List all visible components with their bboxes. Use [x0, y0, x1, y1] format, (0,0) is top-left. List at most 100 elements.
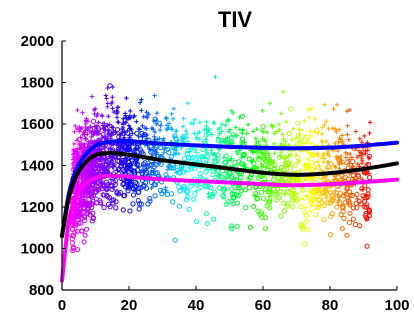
- scatter-point-circle: [314, 161, 320, 167]
- scatter-point-circle: [354, 205, 360, 211]
- scatter-point-circle: [241, 152, 247, 159]
- scatter-point-plus: [203, 123, 209, 129]
- scatter-point-circle: [325, 200, 331, 206]
- scatter-point-plus: [77, 209, 83, 214]
- scatter-point-circle: [70, 233, 77, 239]
- scatter-point-plus: [261, 129, 266, 134]
- scatter-point-plus: [109, 101, 114, 107]
- scatter-point-circle: [362, 183, 368, 189]
- y-tick-label: 800: [29, 282, 54, 299]
- scatter-point-plus: [274, 129, 280, 134]
- scatter-point-plus: [308, 208, 313, 214]
- scatter-point-plus: [357, 136, 363, 141]
- scatter-point-plus: [132, 158, 138, 164]
- scatter-point-circle: [125, 182, 131, 189]
- scatter-point-circle: [186, 206, 192, 212]
- scatter-point-plus: [345, 123, 350, 128]
- scatter-point-circle: [107, 83, 113, 89]
- scatter-point-circle: [274, 197, 280, 203]
- scatter-point-plus: [260, 136, 265, 141]
- scatter-point-plus: [89, 134, 94, 140]
- scatter-point-plus: [239, 155, 244, 160]
- scatter-point-circle: [204, 220, 211, 227]
- scatter-point-circle: [130, 192, 137, 198]
- scatter-point-circle: [243, 204, 249, 211]
- scatter-point-plus: [211, 120, 216, 125]
- scatter-point-circle: [194, 218, 200, 225]
- scatter-point-plus: [149, 185, 154, 191]
- scatter-point-plus: [315, 151, 321, 156]
- scatter-point-circle: [364, 216, 370, 222]
- scatter-point-circle: [344, 186, 350, 192]
- scatter-point-plus: [362, 133, 367, 139]
- scatter-point-plus: [233, 187, 239, 192]
- scatter-point-circle: [294, 192, 300, 198]
- scatter-point-plus: [83, 171, 88, 177]
- scatter-point-plus: [75, 107, 80, 113]
- scatter-point-plus: [122, 156, 128, 161]
- scatter-point-plus: [337, 195, 342, 200]
- scatter-point-circle: [96, 127, 102, 133]
- scatter-point-plus: [360, 158, 365, 164]
- scatter-point-circle: [78, 220, 84, 226]
- scatter-point-plus: [161, 150, 166, 156]
- scatter-point-circle: [70, 244, 76, 250]
- scatter-point-circle: [248, 174, 254, 180]
- scatter-point-plus: [331, 106, 336, 112]
- scatter-point-plus: [106, 128, 111, 133]
- scatter-point-plus: [136, 126, 141, 132]
- scatter-point-plus: [79, 142, 84, 147]
- scatter-point-circle: [287, 150, 293, 156]
- scatter-point-circle: [347, 210, 353, 216]
- scatter-point-circle: [319, 200, 325, 206]
- scatter-point-circle: [310, 188, 316, 194]
- scatter-point-circle: [357, 223, 363, 229]
- scatter-point-circle: [94, 183, 100, 189]
- scatter-point-plus: [174, 170, 179, 175]
- scatter-point-plus: [324, 139, 329, 144]
- scatter-point-plus: [93, 128, 99, 133]
- scatter-point-plus: [319, 156, 325, 161]
- scatter-point-plus: [251, 157, 256, 163]
- scatter-point-circle: [125, 188, 131, 194]
- scatter-point-circle: [312, 212, 318, 218]
- scatter-point-circle: [362, 195, 368, 201]
- scatter-point-plus: [152, 93, 157, 98]
- scatter-point-plus: [192, 117, 197, 122]
- scatter-point-plus: [96, 120, 101, 125]
- scatter-point-circle: [185, 194, 191, 200]
- scatter-point-circle: [90, 215, 96, 222]
- scatter-point-circle: [308, 159, 315, 165]
- scatter-point-circle: [152, 193, 158, 199]
- scatter-point-circle: [172, 237, 178, 243]
- scatter-point-plus: [251, 193, 257, 198]
- scatter-point-circle: [81, 239, 87, 245]
- scatter-point-plus: [367, 155, 372, 161]
- scatter-point-plus: [225, 135, 230, 140]
- scatter-point-plus: [83, 118, 89, 123]
- scatter-point-plus: [291, 191, 296, 196]
- scatter-points-layer: [69, 74, 373, 254]
- scatter-point-circle: [349, 192, 355, 199]
- scatter-point-plus: [339, 133, 345, 138]
- scatter-point-circle: [211, 216, 217, 222]
- scatter-point-circle: [151, 181, 157, 188]
- scatter-point-plus: [204, 119, 209, 125]
- scatter-point-circle: [359, 186, 365, 192]
- scatter-point-plus: [130, 131, 135, 136]
- scatter-point-plus: [81, 130, 87, 135]
- scatter-point-circle: [302, 195, 308, 201]
- scatter-point-circle: [110, 200, 116, 206]
- scatter-point-plus: [185, 101, 190, 106]
- scatter-point-circle: [239, 113, 246, 120]
- scatter-point-circle: [120, 131, 127, 137]
- scatter-point-circle: [147, 198, 153, 204]
- scatter-point-plus: [306, 115, 312, 120]
- scatter-point-circle: [313, 204, 319, 211]
- scatter-point-plus: [334, 102, 340, 107]
- scatter-point-circle: [69, 236, 75, 242]
- scatter-point-plus: [103, 93, 109, 98]
- scatter-point-circle: [203, 157, 209, 163]
- scatter-point-plus: [265, 130, 270, 135]
